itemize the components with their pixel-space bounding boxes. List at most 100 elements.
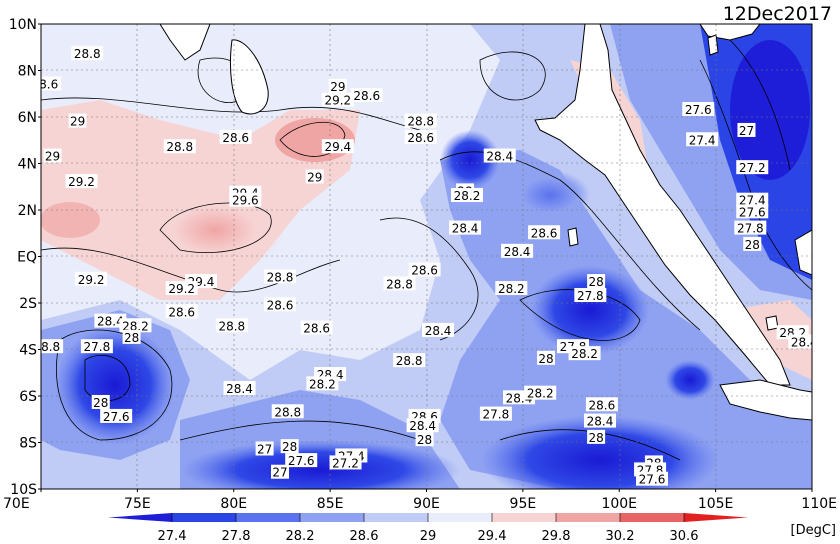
contour-label-bg [736,160,769,175]
contour-label-bg [119,318,152,333]
contour-label: 28 [587,429,606,445]
contour-label: 28 [415,432,434,447]
contour-label-bg [163,139,196,154]
contour-label: 28 [537,350,556,366]
contour-label-text: 28.2 [309,377,336,391]
contour-label-bg [585,397,618,412]
sst-hotspot-west [41,202,100,238]
contour-label: 28.6 [219,129,252,145]
contour-label-bg [41,76,62,91]
contour-label: 28.4 [422,322,455,338]
colorbar-label: 29.8 [542,529,571,544]
contour-label-bg [682,102,715,117]
y-tick-label: 4N [18,157,37,173]
contour-label-text: 28.8 [267,270,294,284]
sst-cold-pool-rim [665,360,715,400]
contour-label-bg [215,318,248,333]
contour-label-text: 27 [272,466,287,480]
contour-label-text: 28.6 [267,298,294,312]
colorbar-label: 29 [420,529,437,544]
contour-label-bg [75,271,108,286]
sst-cold-pool-ne [730,40,810,180]
contour-label: 28.2 [119,318,152,333]
contour-label: 28 [587,274,606,289]
colorbar-segment [300,513,364,522]
contour-label: 28.2 [495,281,528,296]
contour-label: 28 [280,439,299,454]
contour-label-text: 28.4 [587,415,614,429]
contour-label-text: 29 [307,170,322,184]
contour-label-bg [223,381,256,396]
contour-label-bg [524,385,557,400]
contour-label-bg [350,88,383,103]
y-tick-label: 8N [18,64,37,80]
contour-label: 28.8 [404,113,437,129]
y-tick-label: 2S [19,296,37,312]
contour-label-text: 28.8 [274,405,301,419]
colorbar-label: 27.4 [158,529,187,544]
contour-label: 27.2 [736,160,769,175]
contour-label: 28.8 [393,353,426,368]
contour-label: 28.4 [406,418,439,433]
contour-label: 29 [328,78,347,94]
sst-cold-pool-east [510,170,590,220]
contour-label: 27.8 [479,406,512,422]
contour-label-text: 27.6 [103,410,130,424]
sst-cold-pool-bottom [180,440,460,489]
contour-label-bg [501,243,534,258]
x-tick-label: 75E [124,496,151,512]
contour-label-text: 28.6 [589,398,616,412]
contour-label-bg [65,174,98,189]
contour-label-text: 28.4 [504,245,531,259]
contour-label-text: 28.6 [303,322,330,336]
contour-label-text: 28.6 [407,131,434,145]
contour-label-text: 27.8 [577,289,604,303]
x-tick-label: 95E [510,496,537,512]
contour-label-text: 29 [330,80,345,94]
colorbar-segment [108,513,172,522]
colorbar-label: 30.2 [606,529,635,544]
contour-label-bg [408,262,441,277]
contour-label-bg [68,113,87,128]
contour-label: 27.4 [736,192,769,208]
contour-label-text: 28.4 [452,222,479,236]
colorbar-label: 28.6 [350,529,379,544]
y-tick-label: EQ [17,250,37,266]
x-tick-label: 100E [601,496,637,512]
contour-label: 28.6 [585,397,618,412]
colorbar-segment [236,513,300,522]
y-tick-label: 2N [18,203,37,219]
contour-label-text: 28.4 [486,150,513,164]
contour-label-text: 28 [588,275,603,289]
contour-label-bg [229,192,262,207]
contour-label-text: 28 [588,431,603,445]
contour-label-text: 29.2 [78,273,105,287]
contour-label-bg [449,220,482,235]
contour-label: 28.2 [524,385,557,401]
contour-label: 28.6 [300,320,333,336]
sst-hotspot-central [145,190,285,270]
contour-label: 28.8 [163,139,196,154]
contour-label: 29.2 [321,92,354,108]
contour-label: 29 [305,169,324,184]
borneo-land [794,229,812,276]
colorbar-label: 30.6 [670,529,699,544]
contour-label-bg [300,320,333,335]
y-tick-label: 6N [18,110,37,126]
contour-label-bg [305,169,324,184]
contour-label: 28.4 [223,381,256,396]
contour-label: 27.4 [686,132,719,147]
contour-label-bg [636,471,669,486]
contour-label-text: 28.4 [226,382,253,396]
contour-label-bg [43,148,62,163]
contour-label: 28.2 [568,346,601,361]
contour-label-bg [422,322,455,337]
x-axis: 70E 75E 80E 85E 90E 95E 100E 105E 110E [3,489,837,512]
contour-label: 29.2 [165,281,198,296]
contour-label-text: 28 [282,440,297,454]
contour-label-text: 28 [417,433,432,447]
x-tick-label: 90E [413,496,440,512]
contour-label: 29.2 [65,174,98,189]
contour-label-bg [100,408,133,423]
contour-label-text: 8.6 [39,77,58,91]
